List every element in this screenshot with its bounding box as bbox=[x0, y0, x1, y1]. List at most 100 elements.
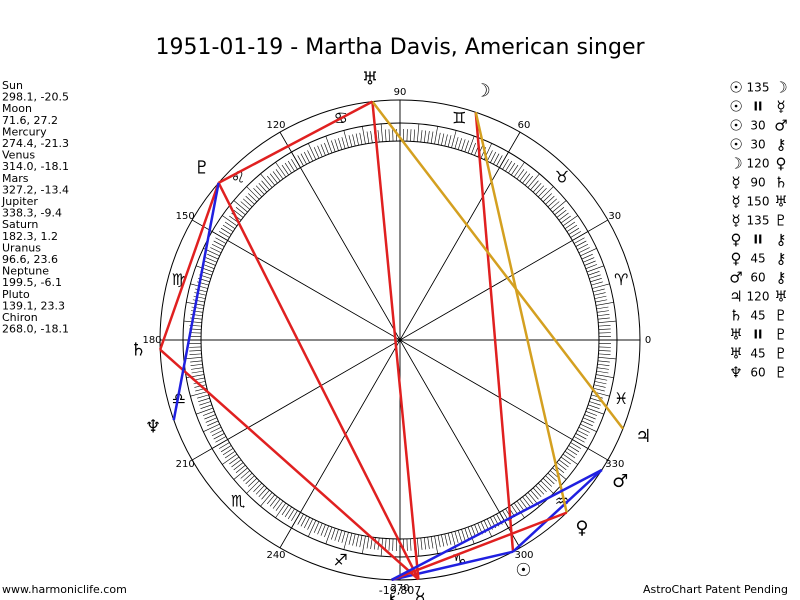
degree-tick bbox=[538, 188, 547, 198]
degree-tick bbox=[204, 260, 216, 266]
degree-tick bbox=[516, 500, 525, 511]
aspect-type: II bbox=[754, 233, 763, 247]
degree-tick bbox=[444, 533, 448, 546]
degree-tick bbox=[584, 260, 596, 266]
degree-tick bbox=[597, 360, 610, 363]
degree-tick bbox=[410, 538, 412, 551]
degree-tick bbox=[191, 310, 203, 313]
degree-label: 150 bbox=[176, 211, 195, 222]
degree-tick bbox=[547, 472, 558, 482]
degree-tick bbox=[545, 475, 555, 485]
degree-tick bbox=[598, 328, 611, 330]
planet-position: 182.3, 1.2 bbox=[2, 230, 58, 243]
degree-tick bbox=[235, 206, 246, 215]
degree-tick bbox=[261, 180, 270, 191]
degree-tick bbox=[308, 143, 317, 160]
degree-tick bbox=[583, 417, 595, 423]
planet-name: Jupiter bbox=[1, 195, 38, 208]
degree-tick bbox=[578, 247, 590, 254]
aspect-from: ♂ bbox=[729, 269, 742, 287]
planet-position: 314.0, -18.1 bbox=[2, 160, 69, 173]
aspect-from: ♄ bbox=[729, 307, 742, 325]
degree-label: 120 bbox=[266, 120, 285, 131]
degree-tick bbox=[508, 162, 516, 174]
degree-tick bbox=[269, 173, 278, 184]
degree-tick bbox=[190, 391, 208, 397]
degree-tick bbox=[441, 133, 445, 146]
planet-glyph: ☉ bbox=[515, 560, 531, 581]
aspect-from: ♃ bbox=[729, 288, 742, 306]
aspect-from: ☽ bbox=[729, 155, 742, 173]
aspect-from: ☉ bbox=[729, 79, 742, 97]
degree-tick bbox=[190, 360, 203, 363]
degree-tick bbox=[281, 504, 289, 516]
degree-tick bbox=[331, 140, 336, 152]
aspect-to: ⚷ bbox=[776, 136, 787, 154]
degree-tick bbox=[502, 158, 509, 170]
planet-glyph: ♀ bbox=[575, 517, 588, 538]
degree-label: 0 bbox=[645, 335, 651, 346]
aspect-from: ♅ bbox=[729, 345, 742, 363]
degree-tick bbox=[370, 131, 373, 143]
degree-tick bbox=[218, 231, 230, 238]
degree-tick bbox=[564, 451, 576, 459]
degree-tick bbox=[331, 528, 336, 540]
degree-tick bbox=[199, 401, 211, 406]
degree-tick bbox=[434, 535, 438, 554]
aspect-type: 60 bbox=[750, 271, 765, 285]
planet-name: Chiron bbox=[2, 311, 38, 324]
degree-tick bbox=[341, 137, 346, 149]
degree-tick bbox=[197, 394, 209, 399]
degree-tick bbox=[210, 247, 222, 254]
degree-label: 60 bbox=[518, 120, 531, 131]
degree-tick bbox=[245, 195, 255, 205]
degree-tick bbox=[266, 494, 275, 505]
sign-glyph: ♉ bbox=[555, 168, 569, 187]
degree-tick bbox=[269, 496, 278, 507]
degree-label: 300 bbox=[514, 550, 533, 561]
degree-tick bbox=[260, 492, 273, 507]
degree-tick bbox=[300, 153, 307, 165]
aspect-line bbox=[474, 112, 515, 552]
degree-tick bbox=[566, 448, 578, 456]
degree-tick bbox=[246, 480, 260, 494]
degree-tick bbox=[535, 185, 545, 195]
degree-tick bbox=[592, 283, 610, 289]
degree-tick bbox=[338, 138, 343, 150]
degree-tick bbox=[224, 451, 236, 459]
degree-tick bbox=[215, 436, 227, 443]
planet-name: Pluto bbox=[2, 288, 30, 301]
degree-tick bbox=[577, 243, 589, 250]
aspect-type: 150 bbox=[747, 195, 770, 209]
aspect-to: ♅ bbox=[774, 288, 787, 306]
degree-tick bbox=[195, 265, 214, 273]
aspect-type: 45 bbox=[750, 309, 765, 323]
degree-tick bbox=[511, 164, 519, 176]
degree-tick bbox=[597, 317, 610, 320]
degree-tick bbox=[202, 411, 215, 416]
degree-tick bbox=[552, 467, 567, 480]
degree-tick bbox=[195, 407, 214, 415]
degree-tick bbox=[253, 482, 262, 492]
degree-tick bbox=[560, 215, 571, 224]
aspect-to: ♇ bbox=[774, 307, 787, 325]
degree-tick bbox=[303, 517, 310, 529]
planet-glyph: ♃ bbox=[635, 426, 651, 447]
degree-tick bbox=[334, 529, 339, 541]
degree-tick bbox=[355, 534, 359, 547]
aspect-type: 120 bbox=[747, 290, 770, 304]
degree-tick bbox=[444, 134, 448, 147]
degree-tick bbox=[193, 295, 206, 299]
degree-tick bbox=[593, 292, 606, 296]
degree-tick bbox=[313, 521, 320, 533]
degree-tick bbox=[560, 456, 571, 465]
planet-name: Moon bbox=[2, 102, 32, 115]
degree-tick bbox=[191, 370, 204, 374]
degree-tick bbox=[519, 171, 528, 182]
planet-glyph: ☿ bbox=[415, 590, 426, 600]
aspect-to: ♇ bbox=[774, 364, 787, 382]
degree-tick bbox=[596, 370, 609, 374]
degree-tick bbox=[573, 436, 585, 443]
degree-tick bbox=[324, 525, 329, 538]
degree-tick bbox=[434, 126, 438, 145]
